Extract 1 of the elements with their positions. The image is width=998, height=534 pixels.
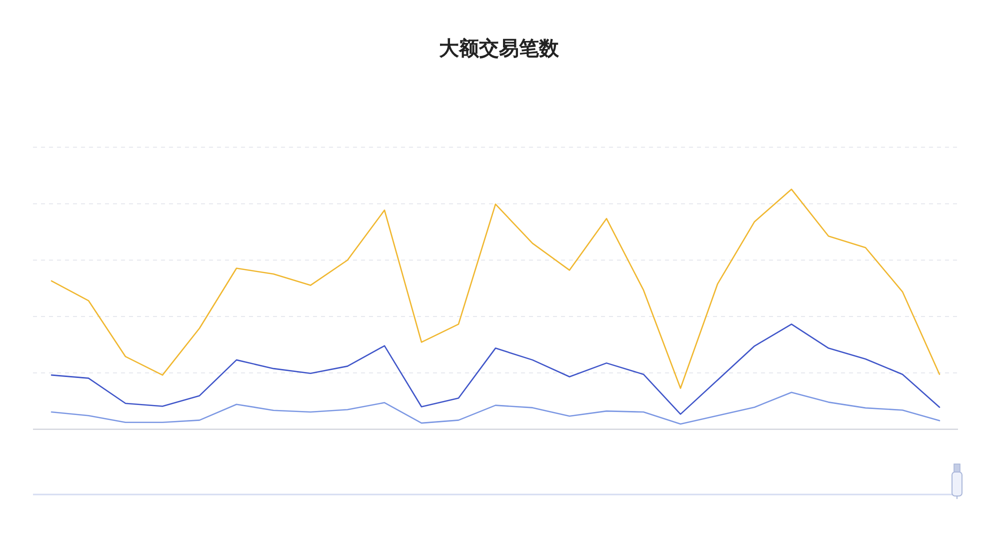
- title: 大额交易笔数: [439, 38, 559, 60]
